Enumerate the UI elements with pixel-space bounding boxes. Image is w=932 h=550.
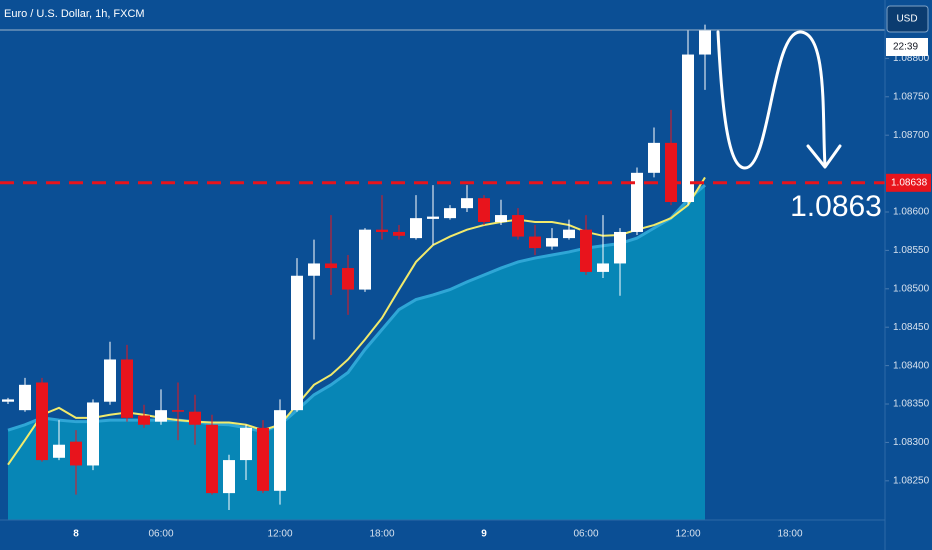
candle-body [172,410,184,412]
x-tick-label: 8 [73,529,79,540]
candle-body [546,238,558,247]
candle-body [580,229,592,272]
candle-body [325,263,337,269]
candle-body [291,275,303,411]
x-tick-label: 06:00 [573,529,598,540]
candle-body [665,142,677,203]
candle-body [138,415,150,425]
candle-body [376,229,388,232]
x-tick-label: 9 [481,529,487,540]
candle-body [36,382,48,461]
annotation: 1.0863 [790,190,882,223]
plot-area [2,24,711,520]
candle-body [393,231,405,236]
y-tick-label: 1.08300 [893,437,930,448]
candle-body [121,359,133,418]
candle-body [155,410,167,422]
candle-body [206,424,218,494]
y-tick-label: 1.08250 [893,475,930,486]
candle-body [53,444,65,458]
candle-body [104,359,116,402]
candle-body [19,384,31,411]
candle-body [597,263,609,272]
candle-body [240,427,252,461]
candle-body [257,427,269,491]
arrow-head [806,144,842,169]
currency-label[interactable]: USD [896,14,917,25]
candle-body [699,29,711,55]
candle-body [410,218,422,239]
candle-body [563,229,575,239]
countdown-box [886,38,928,56]
x-tick-label: 06:00 [148,529,173,540]
candle-body [2,399,14,402]
candle-body [274,410,286,491]
candle-body [461,198,473,209]
area-fill [8,185,705,520]
candle-body [359,229,371,290]
candle-body [631,172,643,232]
hand-drawn-arrow [716,30,827,170]
candle-body [478,198,490,222]
candle-body [648,142,660,173]
y-tick-label: 1.08700 [893,130,930,141]
candle-body [87,402,99,466]
y-tick-label: 1.08550 [893,245,930,256]
candle-body [189,411,201,425]
y-tick-label: 1.08800 [893,53,930,64]
x-tick-label: 12:00 [675,529,700,540]
candle-body [427,216,439,219]
candle-body [308,263,320,276]
x-tick-label: 18:00 [369,529,394,540]
x-tick-label: 18:00 [777,529,802,540]
y-tick-label: 1.08450 [893,322,930,333]
candle-body [495,215,507,222]
y-tick-label: 1.08350 [893,399,930,410]
candle-body [529,236,541,249]
level-badge [886,173,931,192]
candle-body [444,208,456,219]
countdown-label: 22:39 [893,42,918,53]
y-tick-label: 1.08500 [893,283,930,294]
y-tick-label: 1.08600 [893,207,930,218]
y-tick-label: 1.08400 [893,360,930,371]
chart-title: Euro / U.S. Dollar, 1h, FXCM [4,8,145,20]
x-tick-label: 12:00 [267,529,292,540]
candle-body [342,268,354,290]
y-tick-label: 1.08750 [893,91,930,102]
level-badge-label: 1.08638 [891,177,928,188]
currency-button[interactable] [886,5,929,33]
candle-body [70,441,82,466]
candle-body [682,54,694,203]
candle-body [512,215,524,237]
candle-body [223,460,235,494]
candle-body [614,231,626,264]
